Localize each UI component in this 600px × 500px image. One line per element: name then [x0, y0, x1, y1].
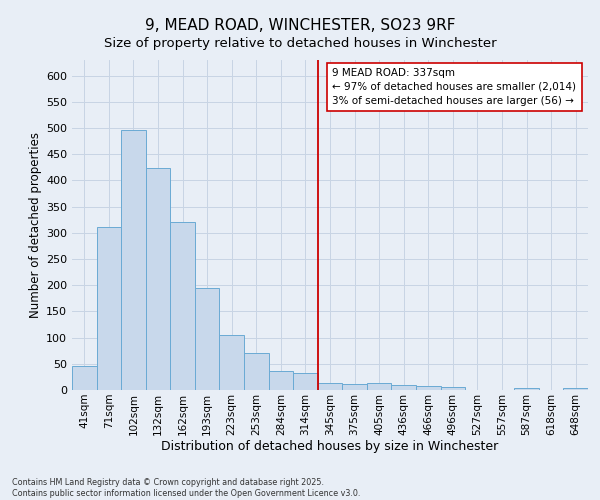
Text: Size of property relative to detached houses in Winchester: Size of property relative to detached ho…	[104, 38, 496, 51]
Bar	[391, 385, 416, 390]
Bar	[293, 373, 318, 390]
Bar	[121, 130, 146, 390]
Bar	[195, 288, 220, 390]
Bar	[269, 370, 293, 390]
Bar	[72, 366, 97, 390]
Bar	[220, 335, 244, 390]
Bar	[416, 386, 440, 390]
Bar	[146, 168, 170, 390]
Bar	[563, 388, 588, 390]
Text: 9 MEAD ROAD: 337sqm
← 97% of detached houses are smaller (2,014)
3% of semi-deta: 9 MEAD ROAD: 337sqm ← 97% of detached ho…	[332, 68, 577, 106]
X-axis label: Distribution of detached houses by size in Winchester: Distribution of detached houses by size …	[161, 440, 499, 454]
Bar	[342, 384, 367, 390]
Y-axis label: Number of detached properties: Number of detached properties	[29, 132, 42, 318]
Bar	[244, 354, 269, 390]
Bar	[97, 226, 121, 390]
Text: 9, MEAD ROAD, WINCHESTER, SO23 9RF: 9, MEAD ROAD, WINCHESTER, SO23 9RF	[145, 18, 455, 32]
Bar	[440, 388, 465, 390]
Bar	[318, 382, 342, 390]
Text: Contains HM Land Registry data © Crown copyright and database right 2025.
Contai: Contains HM Land Registry data © Crown c…	[12, 478, 361, 498]
Bar	[367, 382, 391, 390]
Bar	[170, 222, 195, 390]
Bar	[514, 388, 539, 390]
